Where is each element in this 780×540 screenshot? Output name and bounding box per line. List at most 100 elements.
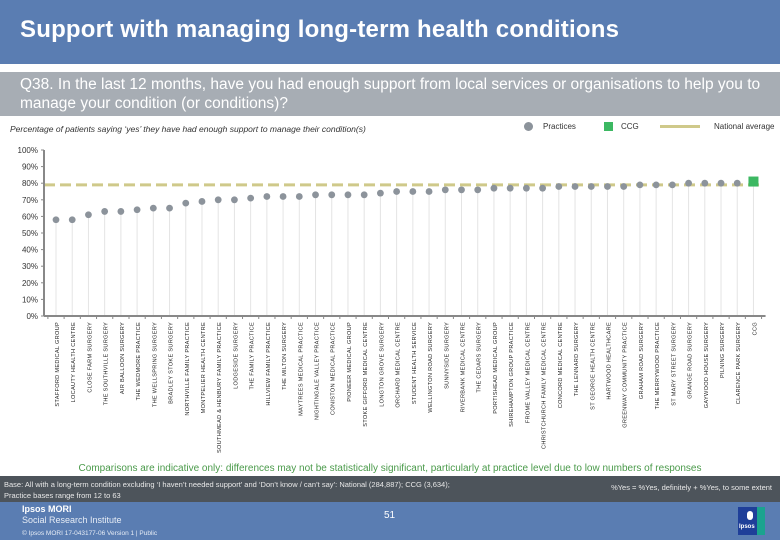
- practice-point: [344, 191, 352, 199]
- national-line-icon: [660, 125, 700, 128]
- x-tick-label: PIONEER MEDICAL GROUP: [347, 322, 353, 402]
- y-tick-label: 10%: [22, 295, 38, 304]
- practice-point: [441, 186, 449, 194]
- practice-point: [133, 206, 141, 214]
- practice-point: [68, 216, 76, 224]
- question-text: Q38. In the last 12 months, have you had…: [20, 76, 761, 112]
- logo-head: [747, 511, 753, 520]
- x-tick-label: HILLVIEW FAMILY PRACTICE: [266, 322, 272, 406]
- x-tick-label: THE MILTON SURGERY: [282, 322, 288, 390]
- x-tick-label: THE SOUTHVILLE SURGERY: [104, 322, 110, 405]
- y-tick-label: 40%: [22, 246, 38, 255]
- practice-point: [522, 184, 530, 192]
- x-tick-label: CLARENCE PARK SURGERY: [736, 322, 742, 404]
- practice-point: [652, 181, 660, 189]
- chart: 0% 10% 20% 30% 40% 50% 60% 70% 80% 90% 100% STAFFOR…: [18, 146, 766, 453]
- brand-subtitle: Social Research Institute: [22, 515, 122, 525]
- x-tick-label: THE WEDMORE PRACTICE: [136, 322, 142, 400]
- x-tick-label: NIGHTINGALE VALLEY PRACTICE: [315, 322, 321, 420]
- practice-point: [620, 183, 628, 190]
- y-tick-label: 30%: [22, 262, 38, 271]
- practice-point: [604, 183, 611, 190]
- practice-point: [166, 204, 173, 212]
- x-tick-label: MONTPELIER HEALTH CENTRE: [201, 322, 207, 413]
- practice-point: [393, 188, 401, 195]
- practice-point: [231, 196, 238, 204]
- x-tick-label: STUDENT HEALTH SERVICE: [412, 322, 418, 404]
- x-tick-label: LODGESIDE SURGERY: [233, 322, 239, 389]
- x-tick-label: STOKE GIFFORD MEDICAL CENTRE: [363, 322, 369, 427]
- x-tick-label: GRAHAM ROAD SURGERY: [639, 322, 645, 399]
- legend-practices-label: Practices: [543, 122, 576, 131]
- practice-point: [555, 183, 563, 190]
- ipsos-logo-icon: Ipsos: [738, 507, 765, 535]
- logo-swish: [757, 507, 765, 535]
- practice-point: [52, 216, 60, 224]
- x-tick-label: PILNING SURGERY: [720, 322, 726, 378]
- x-tick-label: SUNNYSIDE SURGERY: [444, 322, 450, 389]
- practice-point: [733, 179, 741, 187]
- x-tick-label: ORCHARD MEDICAL CENTRE: [396, 322, 402, 408]
- practice-point: [263, 193, 271, 200]
- practice-point: [458, 186, 465, 194]
- base-range-text: Practice bases range from 12 to 63: [4, 491, 121, 500]
- practice-point: [685, 179, 692, 187]
- base-text: Base: All with a long-term condition exc…: [4, 480, 450, 489]
- base-bar: Base: All with a long-term condition exc…: [0, 476, 780, 502]
- x-tick-label: HARTWOOD HEALTHCARE: [606, 322, 612, 400]
- ccg-point: [748, 176, 759, 187]
- footer: Ipsos MORI Social Research Institute © I…: [0, 502, 780, 540]
- x-tick-label: AIR BALLOON SURGERY: [120, 322, 126, 394]
- x-tick-label: CONISTON MEDICAL PRACTICE: [331, 322, 337, 415]
- x-tick-label: NORTHVILLE FAMILY PRACTICE: [185, 322, 191, 416]
- legend-ccg-label: CCG: [621, 122, 639, 131]
- practice-point: [247, 194, 255, 202]
- practice-point: [474, 186, 482, 194]
- practice-point: [377, 189, 384, 197]
- practice-point: [117, 208, 125, 215]
- x-tick-label: THE WELLSPRING SURGERY: [152, 322, 158, 407]
- practice-point: [295, 193, 303, 200]
- title-bar: Support with managing long-term health c…: [0, 0, 780, 64]
- x-tick-label: GAYWOOD HOUSE SURGERY: [704, 322, 710, 408]
- y-tick-label: 70%: [22, 196, 38, 205]
- y-tick-label: 50%: [22, 229, 38, 238]
- practice-point: [587, 183, 595, 190]
- x-tick-label: THE CEDARS SURGERY: [477, 322, 483, 393]
- x-tick-label: SOUTHMEAD & HENBURY FAMILY PRACTICE: [217, 322, 223, 453]
- brand-name: Ipsos MORI: [22, 504, 72, 514]
- legend-practices: Practices: [524, 122, 576, 131]
- y-tick-label: 80%: [22, 179, 38, 188]
- practice-point: [571, 183, 579, 190]
- practice-dot-icon: [524, 122, 533, 131]
- practice-point: [149, 204, 157, 212]
- x-tick-label: ST GEORGE HEALTH CENTRE: [590, 322, 596, 410]
- x-tick-label: GREENWAY COMMUNITY PRACTICE: [623, 322, 629, 428]
- legend-ccg: CCG: [604, 122, 639, 131]
- x-tick-label: THE MERRYWOOD PRACTICE: [655, 322, 661, 409]
- practice-point: [668, 181, 676, 189]
- x-tick-label: PORTISHEAD MEDICAL GROUP: [493, 322, 499, 414]
- ccg-square-icon: [604, 122, 613, 131]
- x-tick-label: WELLINGTON ROAD SURGERY: [428, 322, 434, 413]
- practice-point: [539, 184, 546, 192]
- copyright: © Ipsos MORI 17-043177-06 Version 1 | Pu…: [22, 530, 158, 537]
- practice-point: [328, 191, 336, 199]
- x-tick-label: STAFFORD MEDICAL GROUP: [55, 322, 61, 407]
- x-tick-label: SHIREHAMPTON GROUP PRACTICE: [509, 322, 515, 427]
- x-tick-label: BRADLEY STOKE SURGERY: [169, 322, 175, 404]
- practice-point: [214, 196, 222, 204]
- x-tick-label: GRANGE ROAD SURGERY: [688, 322, 694, 399]
- practice-point: [409, 188, 417, 195]
- practice-point: [636, 181, 644, 189]
- brand: Ipsos MORI Social Research Institute: [22, 504, 122, 526]
- practice-point: [312, 191, 319, 199]
- logo-text: Ipsos: [739, 524, 755, 530]
- y-tick-label: 100%: [18, 146, 38, 155]
- x-tick-label: CCG: [752, 322, 758, 335]
- page-title: Support with managing long-term health c…: [20, 16, 620, 43]
- x-tick-label: CONCORD MEDICAL CENTRE: [558, 322, 564, 408]
- practice-point: [101, 208, 109, 215]
- page-number: 51: [384, 510, 396, 521]
- comparison-note: Comparisons are indicative only: differe…: [78, 463, 702, 474]
